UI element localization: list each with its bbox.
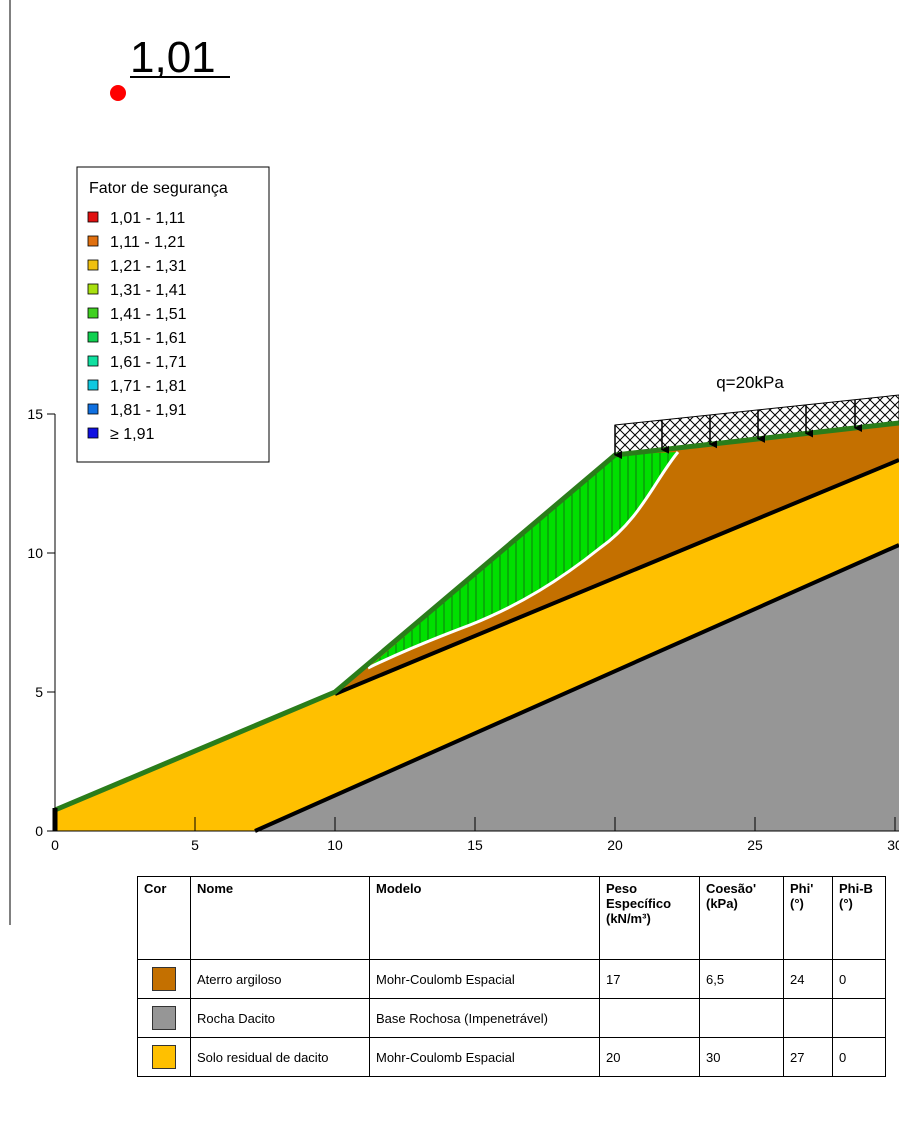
table-cell: 24 [784, 960, 833, 999]
y-tick-label: 0 [35, 823, 43, 839]
table-cell: Mohr-Coulomb Espacial [370, 960, 600, 999]
legend-swatch [88, 332, 98, 342]
table-cell: 30 [700, 1038, 784, 1077]
x-tick-label: 15 [467, 837, 483, 853]
header-cell: Peso Específico (kN/m³) [600, 877, 700, 960]
color-cell [138, 960, 191, 999]
table-cell: 27 [784, 1038, 833, 1077]
table-cell: 17 [600, 960, 700, 999]
legend-swatch [88, 356, 98, 366]
color-cell [138, 999, 191, 1038]
legend-swatch [88, 428, 98, 438]
legend-label: 1,11 - 1,21 [110, 234, 185, 251]
factor-label: 1,01 [130, 33, 216, 82]
legend-label: 1,01 - 1,11 [110, 210, 185, 227]
x-tick-label: 5 [191, 837, 199, 853]
page: {"factor": {"value": "1,01"}, "legend": … [0, 0, 899, 1124]
table-cell: 0 [833, 1038, 886, 1077]
color-swatch [152, 1045, 176, 1069]
table-cell: 20 [600, 1038, 700, 1077]
load-label: q=20kPa [716, 373, 784, 392]
x-tick-label: 10 [327, 837, 343, 853]
legend-label: ≥ 1,91 [110, 426, 154, 443]
empty-cell [600, 999, 700, 1038]
table-cell: 0 [833, 960, 886, 999]
table-cell: Aterro argiloso [191, 960, 370, 999]
legend-label: 1,71 - 1,81 [110, 378, 187, 395]
x-tick-label: 25 [747, 837, 763, 853]
header-cell: Modelo [370, 877, 600, 960]
legend-swatch [88, 236, 98, 246]
header-cell: Phi' (°) [784, 877, 833, 960]
legend-swatch [88, 212, 98, 222]
y-tick-label: 15 [27, 406, 43, 422]
y-tick-label: 5 [35, 684, 43, 700]
header-cell: Nome [191, 877, 370, 960]
table-cell: Solo residual de dacito [191, 1038, 370, 1077]
table-cell: Rocha Dacito [191, 999, 370, 1038]
legend-label: 1,61 - 1,71 [110, 354, 187, 371]
legend-title: Fator de segurança [89, 180, 228, 197]
legend-label: 1,51 - 1,61 [110, 330, 187, 347]
legend-swatch [88, 260, 98, 270]
header-cell: Phi-B (°) [833, 877, 886, 960]
table-cell: 6,5 [700, 960, 784, 999]
x-tick-label: 30 [887, 837, 899, 853]
color-swatch [152, 967, 176, 991]
legend-label: 1,41 - 1,51 [110, 306, 187, 323]
legend-label: 1,31 - 1,41 [110, 282, 187, 299]
legend-label: 1,81 - 1,91 [110, 402, 187, 419]
empty-cell [784, 999, 833, 1038]
header-cell: Coesão' (kPa) [700, 877, 784, 960]
table-cell: Base Rochosa (Impenetrável) [370, 999, 600, 1038]
empty-cell [700, 999, 784, 1038]
legend-label: 1,21 - 1,31 [110, 258, 187, 275]
x-tick-label: 0 [51, 837, 59, 853]
legend-swatch [88, 284, 98, 294]
color-swatch [152, 1006, 176, 1030]
legend-swatch [88, 380, 98, 390]
color-cell [138, 1038, 191, 1077]
empty-cell [833, 999, 886, 1038]
legend-swatch [88, 404, 98, 414]
header-cell: Cor [138, 877, 191, 960]
critical-center [110, 85, 126, 101]
table-cell: Mohr-Coulomb Espacial [370, 1038, 600, 1077]
y-tick-label: 10 [27, 545, 43, 561]
legend-swatch [88, 308, 98, 318]
x-tick-label: 20 [607, 837, 623, 853]
